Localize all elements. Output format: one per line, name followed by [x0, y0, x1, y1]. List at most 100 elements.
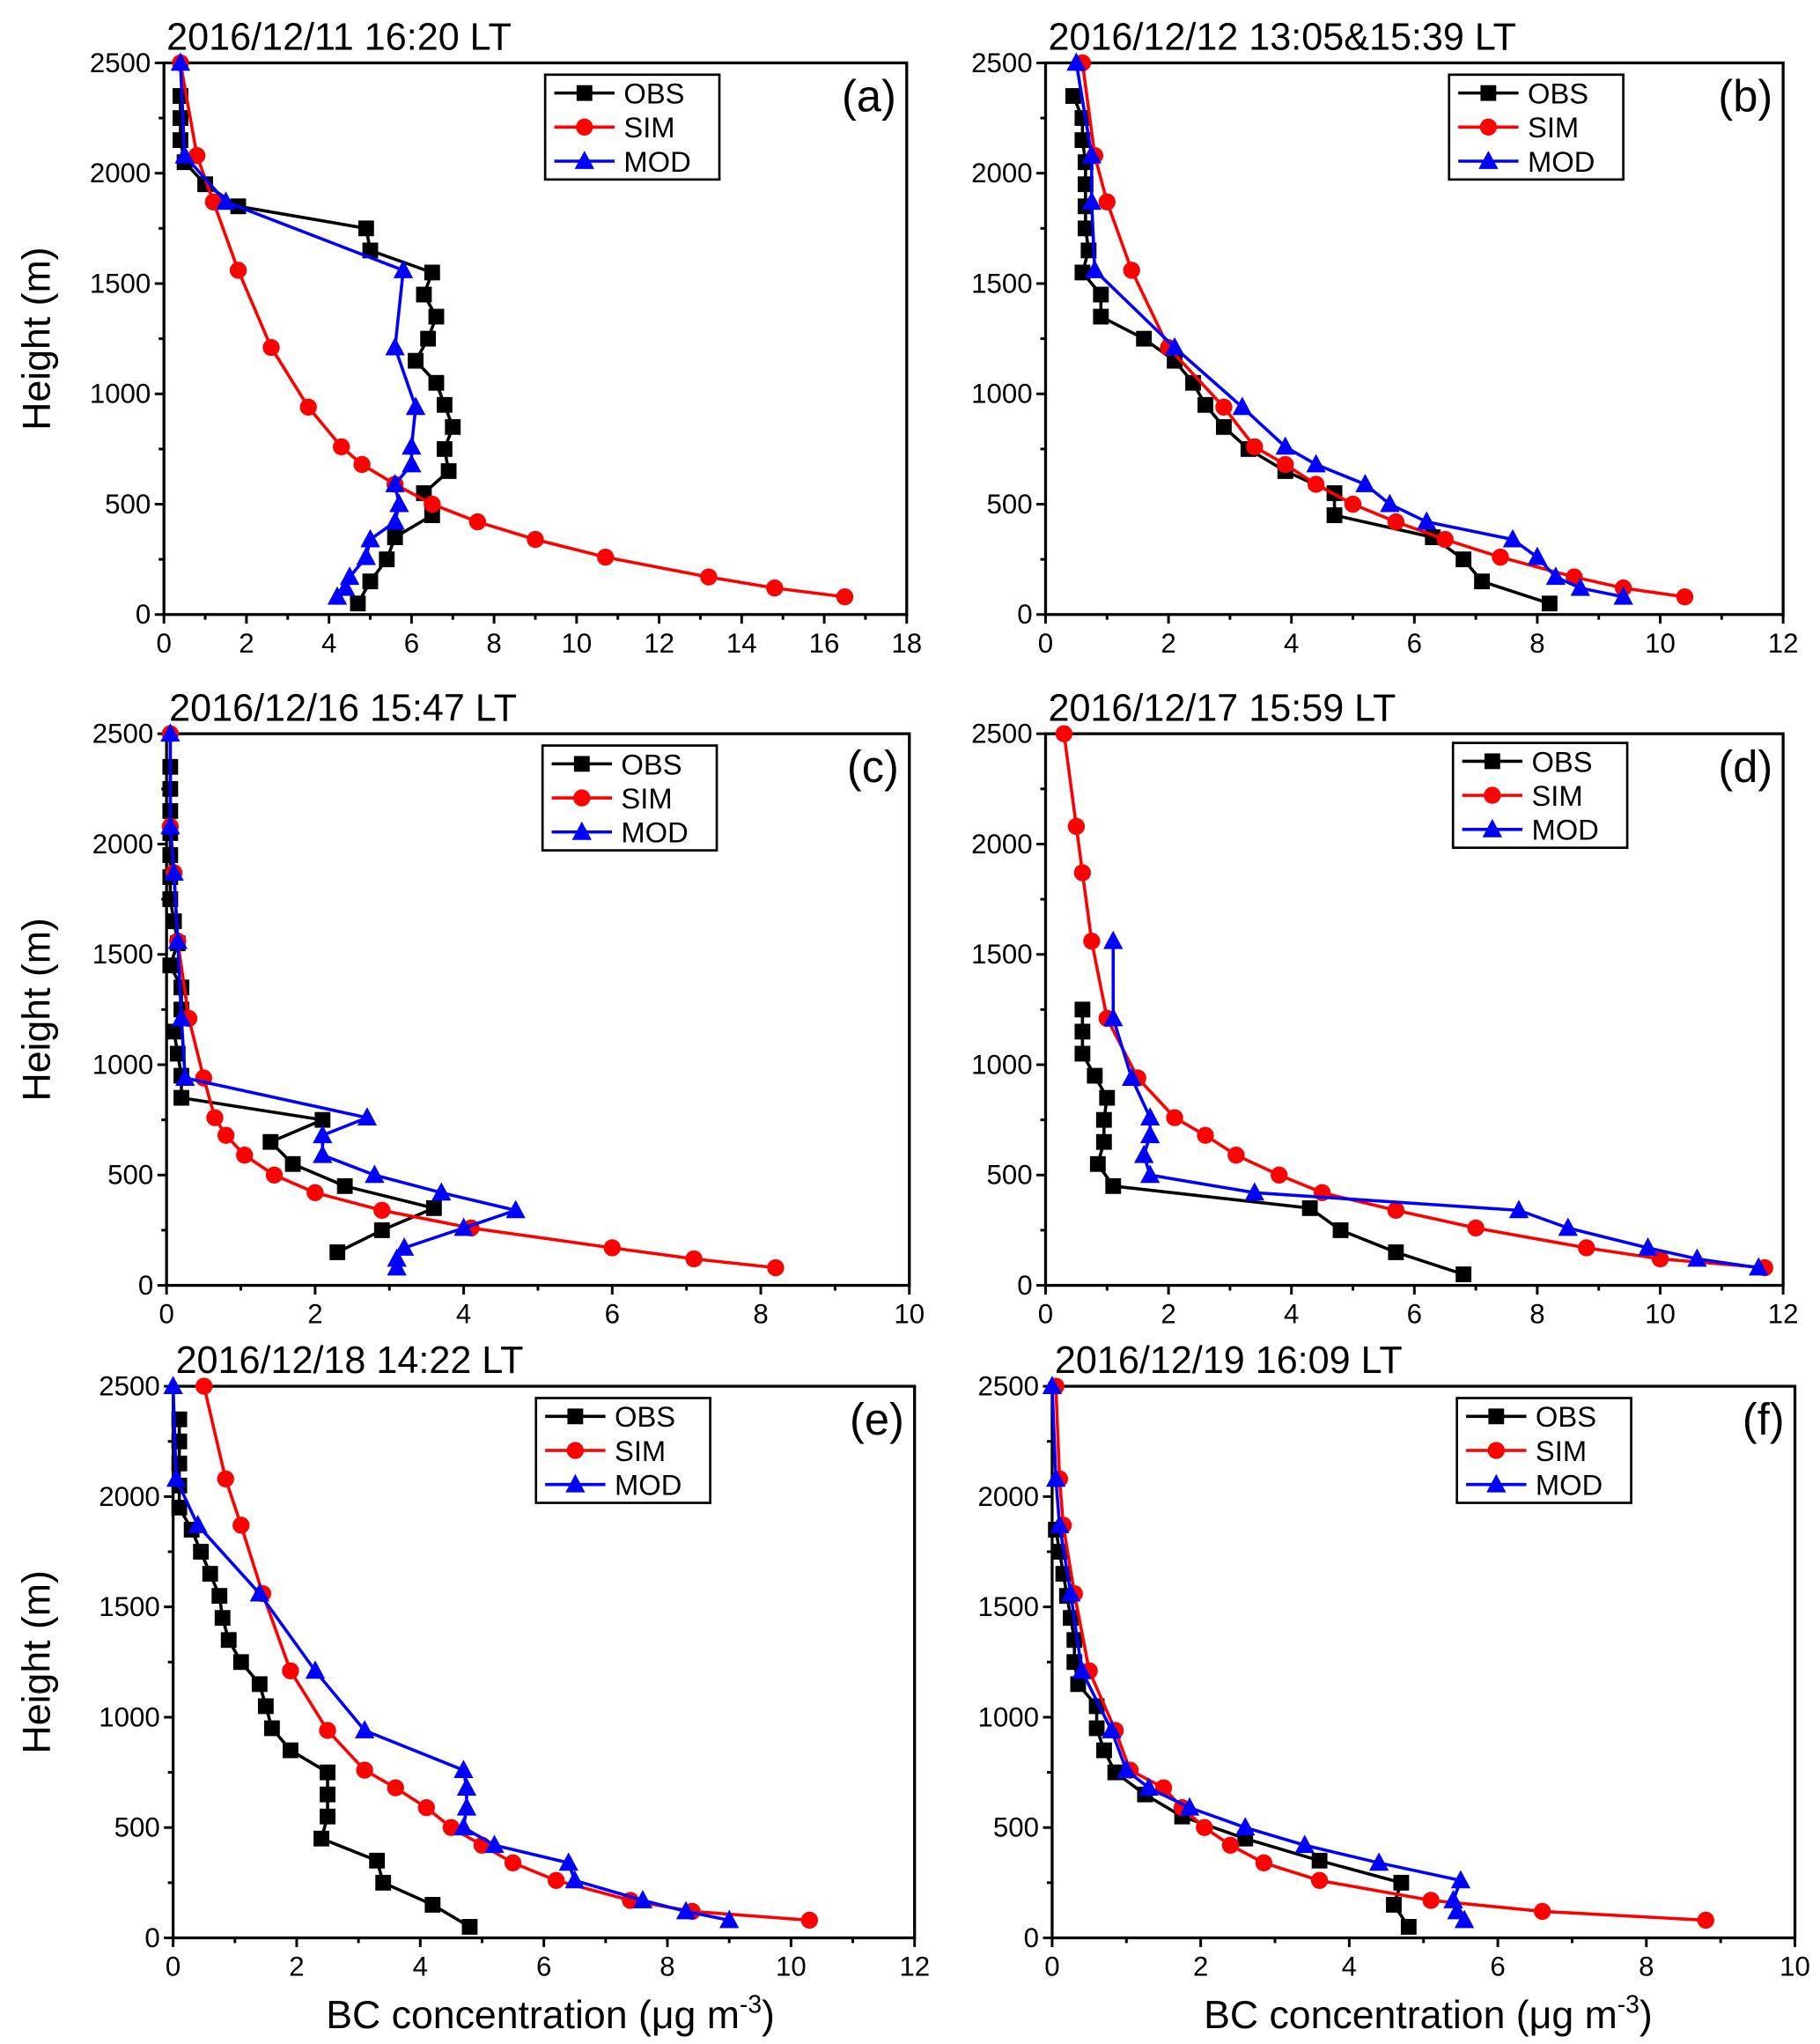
- data-point-circle: [1436, 530, 1454, 549]
- data-point-circle: [442, 1819, 461, 1836]
- legend-label: SIM: [1528, 111, 1579, 144]
- x-tick-label: 2: [1193, 1952, 1208, 1982]
- data-point-square: [1455, 551, 1472, 568]
- data-point-circle: [800, 1911, 819, 1930]
- legend-label: SIM: [623, 111, 674, 144]
- y-tick-label: 1500: [971, 268, 1032, 299]
- data-point-square: [1326, 507, 1343, 523]
- data-point-square: [425, 1199, 442, 1216]
- series-mod: [160, 723, 526, 1276]
- data-point-square: [166, 1023, 182, 1040]
- y-tick-label: 500: [986, 1160, 1032, 1191]
- x-tick-label: 0: [1038, 628, 1053, 659]
- data-point-square: [1332, 1221, 1349, 1238]
- data-point-triangle: [1687, 1248, 1707, 1267]
- data-point-circle: [217, 1470, 234, 1488]
- x-tick-label: 10: [561, 628, 592, 659]
- x-tick-label: 0: [158, 1299, 173, 1330]
- data-point-triangle: [357, 1107, 378, 1126]
- y-tick-label: 1000: [90, 379, 151, 410]
- data-point-triangle: [354, 1720, 375, 1738]
- data-point-circle: [1387, 1201, 1405, 1220]
- y-tick-label: 1500: [90, 268, 151, 299]
- data-point-triangle: [1102, 1720, 1122, 1738]
- y-tick-label: 2000: [99, 1481, 159, 1512]
- data-point-triangle: [1306, 454, 1326, 473]
- data-point-triangle: [356, 546, 376, 565]
- legend-label: OBS: [1528, 77, 1588, 110]
- data-point-triangle: [166, 1468, 187, 1487]
- series-line-sim: [1062, 733, 1765, 1270]
- data-point-triangle: [1179, 1797, 1200, 1816]
- data-point-circle: [353, 455, 371, 474]
- data-point-circle: [1277, 455, 1294, 474]
- y-tick-label: 0: [1017, 1270, 1032, 1301]
- data-point-triangle: [453, 1817, 474, 1836]
- y-tick-label: 2500: [978, 1371, 1039, 1402]
- data-point-circle: [236, 1147, 254, 1164]
- y-tick-label: 1000: [92, 1049, 153, 1080]
- y-tick-label: 2500: [92, 719, 153, 749]
- data-point-square: [362, 242, 379, 259]
- x-tick-label: 6: [1407, 628, 1422, 659]
- series-line-mod: [179, 63, 417, 598]
- data-point-triangle: [1050, 1515, 1070, 1533]
- data-point-square: [1088, 1720, 1105, 1737]
- series-mod: [1066, 52, 1633, 605]
- data-point-square: [171, 1455, 188, 1472]
- data-point-triangle: [564, 1870, 585, 1889]
- data-point-circle: [356, 1761, 373, 1779]
- series-line-sim: [179, 63, 845, 599]
- data-point-circle: [1676, 588, 1694, 606]
- panel-label: (d): [1718, 742, 1772, 792]
- data-point-triangle: [188, 1515, 208, 1533]
- data-point-circle: [265, 1166, 284, 1184]
- data-point-square: [567, 1408, 584, 1425]
- x-tick-label: 18: [891, 628, 922, 659]
- data-point-triangle: [1072, 1660, 1092, 1679]
- data-point-square: [1136, 330, 1153, 347]
- data-point-circle: [417, 1798, 435, 1817]
- data-point-square: [1066, 1654, 1083, 1671]
- y-tick-label: 2000: [90, 158, 151, 188]
- series-sim: [1055, 725, 1773, 1277]
- y-tick-label: 2500: [99, 1371, 159, 1402]
- data-point-square: [408, 352, 424, 369]
- data-point-circle: [373, 1201, 391, 1220]
- data-point-circle: [700, 568, 718, 586]
- x-tick-label: 12: [1768, 628, 1799, 659]
- x-tick-label: 8: [486, 628, 501, 659]
- x-tick-label: 6: [536, 1952, 551, 1982]
- data-point-square: [284, 1155, 301, 1172]
- data-point-triangle: [170, 52, 191, 71]
- data-point-triangle: [1045, 1468, 1066, 1487]
- x-tick-label: 2: [1161, 1299, 1175, 1330]
- data-point-triangle: [313, 1125, 333, 1144]
- data-point-circle: [1067, 817, 1086, 836]
- data-point-triangle: [1443, 1889, 1463, 1908]
- legend-label: MOD: [615, 1469, 682, 1502]
- series-line-obs: [1080, 1009, 1464, 1276]
- data-point-triangle: [385, 336, 405, 356]
- series-line-sim: [1080, 63, 1685, 599]
- data-point-circle: [232, 1516, 250, 1534]
- data-point-triangle: [505, 1199, 526, 1219]
- x-tick-label: 8: [659, 1952, 674, 1982]
- data-point-circle: [206, 1109, 224, 1126]
- x-tick-label: 10: [1779, 1952, 1810, 1982]
- legend-label: SIM: [621, 782, 672, 815]
- data-point-square: [1099, 1089, 1116, 1106]
- x-tick-label: 8: [1529, 1299, 1544, 1330]
- y-axis-label: Height (m): [16, 1570, 59, 1753]
- series-obs: [1048, 1522, 1417, 1935]
- data-point-triangle: [1355, 474, 1375, 492]
- x-tick-label: 2: [289, 1952, 304, 1982]
- data-point-triangle: [484, 1834, 505, 1854]
- y-tick-label: 2000: [971, 158, 1032, 188]
- y-tick-label: 1000: [978, 1701, 1039, 1732]
- panel-title: 2016/12/17 15:59 LT: [1048, 687, 1396, 729]
- data-point-square: [336, 1177, 353, 1194]
- data-point-square: [1089, 1155, 1106, 1172]
